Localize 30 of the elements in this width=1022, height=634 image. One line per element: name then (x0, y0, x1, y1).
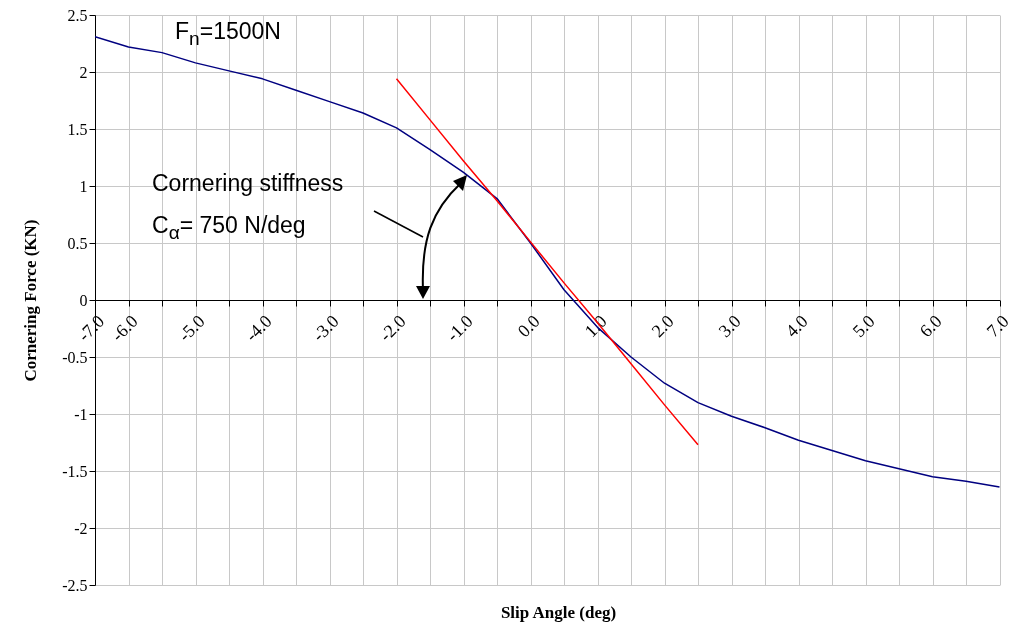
y-tick-label: 1.5 (67, 120, 88, 138)
annotation: Cornering stiffness (152, 170, 344, 196)
y-tick-label: -2.5 (62, 576, 88, 594)
x-axis-title: Slip Angle (deg) (500, 603, 617, 622)
y-tick-label: 0 (79, 291, 88, 309)
x-tick-label: -6.0 (107, 311, 142, 346)
y-tick-label: 0.5 (67, 234, 88, 252)
y-tick-label: 1 (79, 177, 88, 195)
x-tick-label: 6.0 (915, 311, 946, 342)
x-tick-label: 0.0 (513, 311, 544, 342)
x-tick-label: 4.0 (781, 311, 812, 342)
y-tick-label: 2 (79, 63, 88, 81)
x-tick-label: -7.0 (73, 311, 109, 346)
x-tick-label: -5.0 (174, 311, 209, 346)
y-tick-label: -1.5 (62, 462, 88, 480)
x-tick-label: -3.0 (308, 311, 343, 346)
x-tick-label: -4.0 (241, 311, 276, 346)
y-tick-label: -0.5 (62, 348, 88, 366)
x-tick-label: 7.0 (982, 311, 1013, 342)
x-tick-label: 3.0 (714, 311, 745, 342)
x-tick-label: -2.0 (375, 311, 410, 346)
annotation: C$_{α}$= 750 N/deg (152, 212, 306, 243)
y-tick-label: -2 (74, 519, 88, 537)
annotation: F$_{n}$=1500N (175, 18, 281, 49)
x-tick-label: 2.0 (647, 311, 678, 342)
x-tick-label: -1.0 (442, 311, 477, 346)
y-axis-title: Cornering Force (KN) (21, 219, 41, 382)
y-tick-label: -1 (74, 405, 88, 423)
x-tick-label: 5.0 (848, 311, 879, 342)
y-tick-label: 2.5 (67, 6, 88, 24)
